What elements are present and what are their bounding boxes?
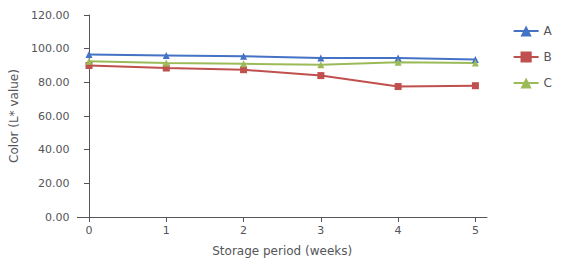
svg-text:80.00: 80.00 xyxy=(38,76,70,89)
svg-text:100.00: 100.00 xyxy=(31,42,70,55)
svg-text:20.00: 20.00 xyxy=(38,177,70,190)
svg-text:4: 4 xyxy=(395,224,402,237)
svg-text:0.00: 0.00 xyxy=(45,211,70,224)
svg-text:3: 3 xyxy=(317,224,324,237)
svg-text:120.00: 120.00 xyxy=(31,9,70,22)
svg-text:Storage period (weeks): Storage period (weeks) xyxy=(212,244,352,258)
svg-text:40.00: 40.00 xyxy=(38,143,70,156)
svg-text:60.00: 60.00 xyxy=(38,110,70,123)
svg-text:1: 1 xyxy=(163,224,170,237)
svg-text:2: 2 xyxy=(240,224,247,237)
svg-text:Color (L* value): Color (L* value) xyxy=(7,69,21,163)
svg-text:A: A xyxy=(544,24,553,38)
svg-text:5: 5 xyxy=(472,224,479,237)
svg-text:0: 0 xyxy=(85,224,92,237)
svg-text:C: C xyxy=(544,76,552,90)
svg-text:B: B xyxy=(544,50,552,64)
